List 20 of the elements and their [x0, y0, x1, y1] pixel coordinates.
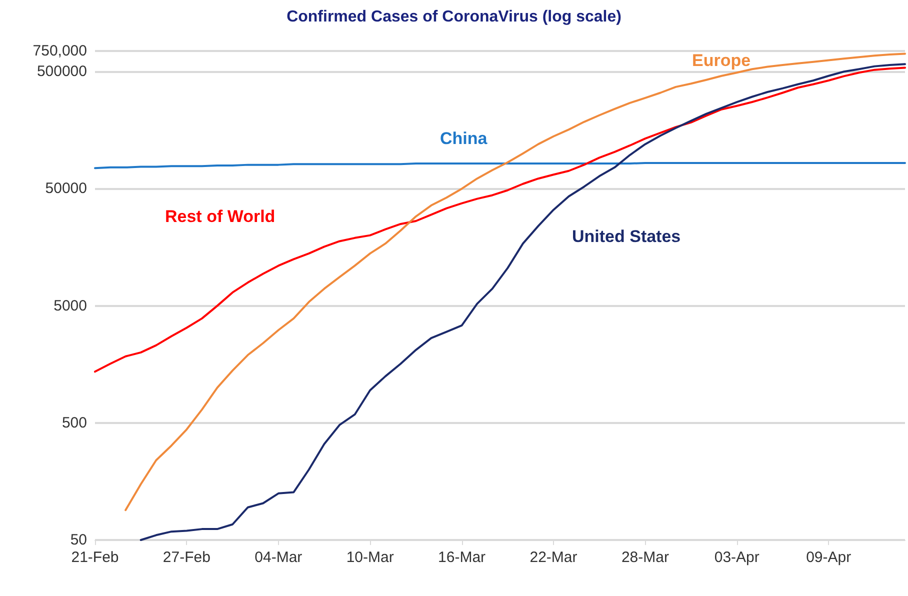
x-tick-label: 22-Mar [530, 549, 578, 566]
y-tick-label: 50 [70, 532, 87, 548]
series-label: Europe [692, 51, 751, 70]
x-tick-label: 03-Apr [714, 549, 760, 566]
x-tick-label: 27-Feb [162, 549, 210, 566]
x-tick-label: 09-Apr [806, 549, 852, 566]
series-label: United States [572, 227, 681, 246]
x-tick-label: 04-Mar [254, 549, 302, 566]
chart-title: Confirmed Cases of CoronaVirus (log scale) [286, 8, 622, 26]
x-tick-label: 28-Mar [621, 549, 669, 566]
series-label: China [440, 129, 488, 148]
y-tick-label: 500000 [36, 63, 87, 80]
x-tick-label: 16-Mar [438, 549, 486, 566]
y-tick-label: 50000 [45, 180, 87, 198]
y-tick-label: 750,000 [32, 42, 87, 60]
text: Rest of World [165, 207, 276, 226]
x-tick-label: 10-Mar [346, 549, 394, 566]
y-tick-label: 5000 [54, 297, 87, 314]
x-tick-label: 21-Feb [71, 549, 119, 566]
y-tick-label: 500 [62, 414, 87, 432]
